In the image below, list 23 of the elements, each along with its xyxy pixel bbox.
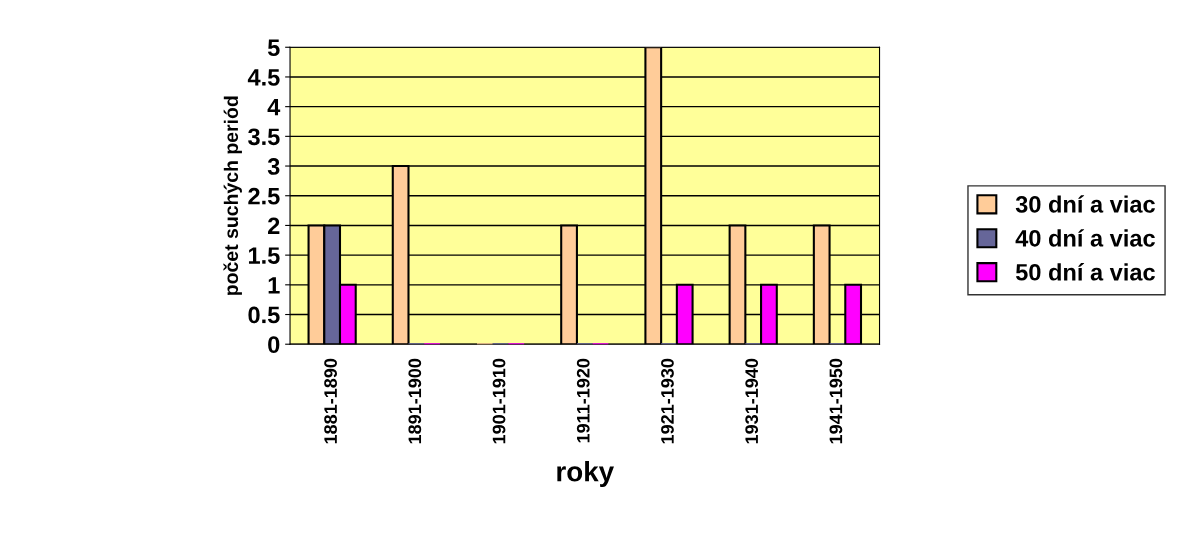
legend-label: 30 dní a viac [1015,195,1155,213]
y-tick-label: 4 [267,98,281,116]
x-tick-label: 1921-1930 [661,358,674,444]
y-tick-label: 0 [268,336,280,353]
y-tick-label: 1.5 [248,247,280,264]
y-tick-label: 4.5 [247,69,280,86]
y-tick-label: 1 [268,277,280,294]
legend-label: 50 dní a viac [1015,263,1155,281]
x-tick-label: 1931-1940 [745,358,759,444]
x-tick-label: 1901-1910 [492,358,506,444]
y-tick-label: 3.5 [248,128,280,146]
y-tick-label: 5 [267,39,280,57]
x-tick-label: 1881-1890 [324,358,337,444]
x-tick-label: 1911-1920 [576,358,590,443]
y-tick-label: 3 [267,158,280,175]
legend-label: 40 dní a viac [1015,229,1155,247]
y-axis-title: počet suchých periód [223,96,242,295]
x-axis-title: roky [557,461,614,487]
y-tick-label: 2 [268,217,280,234]
x-tick-label: 1891-1900 [408,358,422,444]
y-tick-label: 2.5 [248,187,280,205]
x-tick-label: 1941-1950 [829,358,843,444]
y-tick-label: 0.5 [248,306,280,324]
